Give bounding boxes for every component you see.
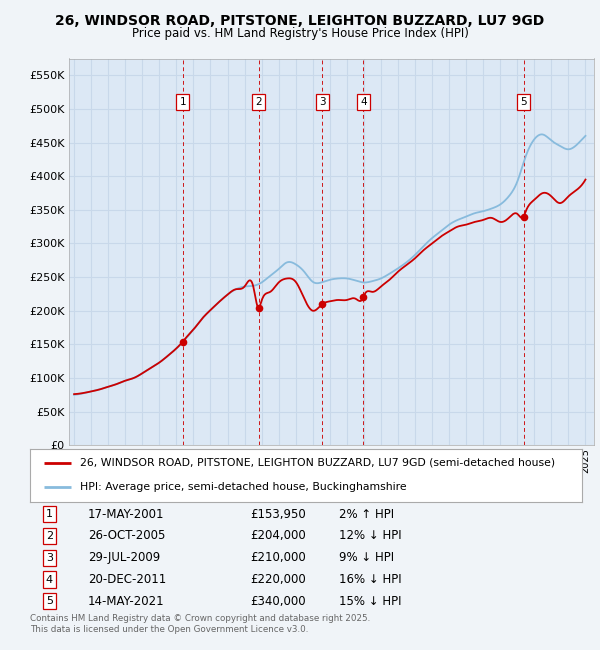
Text: 1: 1 <box>179 98 186 107</box>
Text: 20-DEC-2011: 20-DEC-2011 <box>88 573 166 586</box>
Text: Price paid vs. HM Land Registry's House Price Index (HPI): Price paid vs. HM Land Registry's House … <box>131 27 469 40</box>
Text: 2: 2 <box>255 98 262 107</box>
Text: £210,000: £210,000 <box>250 551 306 564</box>
Text: £204,000: £204,000 <box>250 529 306 542</box>
Text: 3: 3 <box>319 98 326 107</box>
Text: 14-MAY-2021: 14-MAY-2021 <box>88 595 164 608</box>
Text: 5: 5 <box>520 98 527 107</box>
Text: 26, WINDSOR ROAD, PITSTONE, LEIGHTON BUZZARD, LU7 9GD (semi-detached house): 26, WINDSOR ROAD, PITSTONE, LEIGHTON BUZ… <box>80 458 555 468</box>
Text: 15% ↓ HPI: 15% ↓ HPI <box>339 595 401 608</box>
Text: £153,950: £153,950 <box>250 508 306 521</box>
Text: 12% ↓ HPI: 12% ↓ HPI <box>339 529 402 542</box>
Text: £220,000: £220,000 <box>250 573 306 586</box>
Text: 4: 4 <box>360 98 367 107</box>
Text: HPI: Average price, semi-detached house, Buckinghamshire: HPI: Average price, semi-detached house,… <box>80 482 406 493</box>
Text: 2% ↑ HPI: 2% ↑ HPI <box>339 508 394 521</box>
Text: 17-MAY-2001: 17-MAY-2001 <box>88 508 164 521</box>
Text: 5: 5 <box>46 597 53 606</box>
Text: 2: 2 <box>46 531 53 541</box>
Text: 29-JUL-2009: 29-JUL-2009 <box>88 551 160 564</box>
Text: 26, WINDSOR ROAD, PITSTONE, LEIGHTON BUZZARD, LU7 9GD: 26, WINDSOR ROAD, PITSTONE, LEIGHTON BUZ… <box>55 14 545 29</box>
Text: 4: 4 <box>46 575 53 584</box>
Text: 1: 1 <box>46 509 53 519</box>
Text: Contains HM Land Registry data © Crown copyright and database right 2025.
This d: Contains HM Land Registry data © Crown c… <box>30 614 370 634</box>
Text: 26-OCT-2005: 26-OCT-2005 <box>88 529 166 542</box>
Text: 16% ↓ HPI: 16% ↓ HPI <box>339 573 402 586</box>
Text: 3: 3 <box>46 552 53 563</box>
Text: 9% ↓ HPI: 9% ↓ HPI <box>339 551 394 564</box>
Text: £340,000: £340,000 <box>250 595 306 608</box>
